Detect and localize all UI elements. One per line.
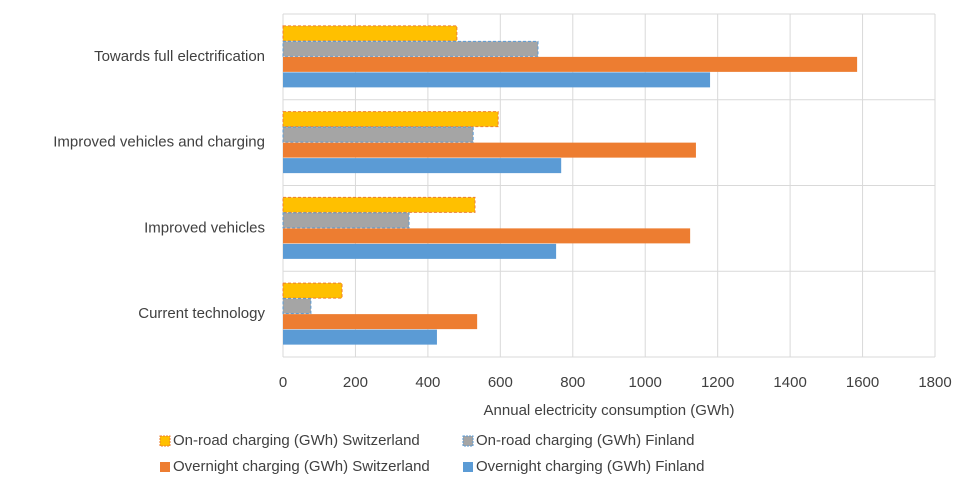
x-tick-label: 400 <box>415 374 440 391</box>
bar <box>282 282 343 299</box>
bar <box>283 243 557 259</box>
legend-swatch <box>159 435 171 447</box>
x-tick-label: 0 <box>279 374 287 391</box>
legend-swatch <box>462 435 474 447</box>
legend-swatch <box>160 462 170 472</box>
y-tick-label: Towards full electrification <box>94 48 265 65</box>
bar <box>283 56 858 72</box>
bar <box>282 196 476 213</box>
bar <box>283 314 478 330</box>
legend-label: On-road charging (GWh) Finland <box>476 432 694 449</box>
y-tick-label: Improved vehicles <box>144 219 265 236</box>
bar <box>282 126 474 143</box>
bar <box>283 72 711 88</box>
x-tick-label: 800 <box>560 374 585 391</box>
x-tick-label: 1400 <box>773 374 806 391</box>
bar <box>283 158 562 174</box>
bar <box>283 329 437 345</box>
y-tick-label: Current technology <box>138 305 265 322</box>
x-tick-label: 1800 <box>918 374 951 391</box>
legend-label: Overnight charging (GWh) Switzerland <box>173 458 430 475</box>
x-tick-label: 1600 <box>846 374 879 391</box>
bar <box>282 212 410 229</box>
x-tick-label: 1000 <box>629 374 662 391</box>
x-tick-label: 600 <box>488 374 513 391</box>
legend-label: Overnight charging (GWh) Finland <box>476 458 704 475</box>
y-tick-label: Improved vehicles and charging <box>53 134 265 151</box>
legend-swatch <box>463 462 473 472</box>
bar <box>282 40 539 57</box>
bar <box>282 111 499 128</box>
x-tick-label: 200 <box>343 374 368 391</box>
x-axis-title: Annual electricity consumption (GWh) <box>484 402 735 419</box>
bar <box>282 298 312 315</box>
bar <box>282 25 458 42</box>
bar <box>283 228 691 244</box>
x-tick-label: 1200 <box>701 374 734 391</box>
legend-label: On-road charging (GWh) Switzerland <box>173 432 420 449</box>
bar <box>283 142 696 158</box>
